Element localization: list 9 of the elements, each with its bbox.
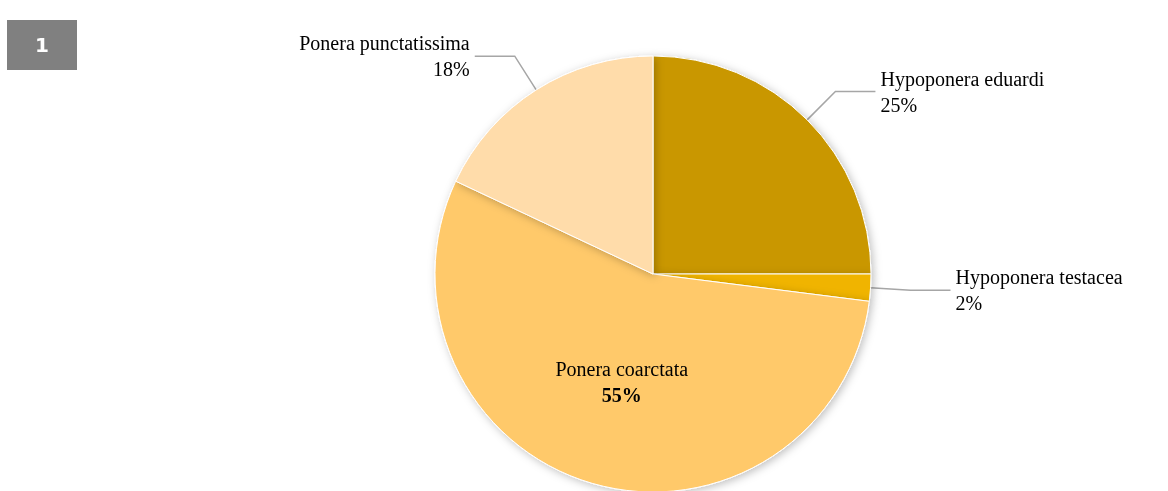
text: 1: [35, 33, 49, 57]
data-label: 25%: [880, 93, 918, 116]
data-label: 18%: [433, 58, 470, 81]
data-label: 2%: [955, 292, 983, 315]
data-label: 55%: [601, 383, 642, 406]
slice-label: Hypoponera testacea: [955, 266, 1123, 290]
slice-label: Ponera coarctata: [555, 357, 689, 380]
slice-label: Hypoponera eduardi: [880, 67, 1045, 91]
slice-label: Ponera punctatissima: [299, 32, 470, 56]
